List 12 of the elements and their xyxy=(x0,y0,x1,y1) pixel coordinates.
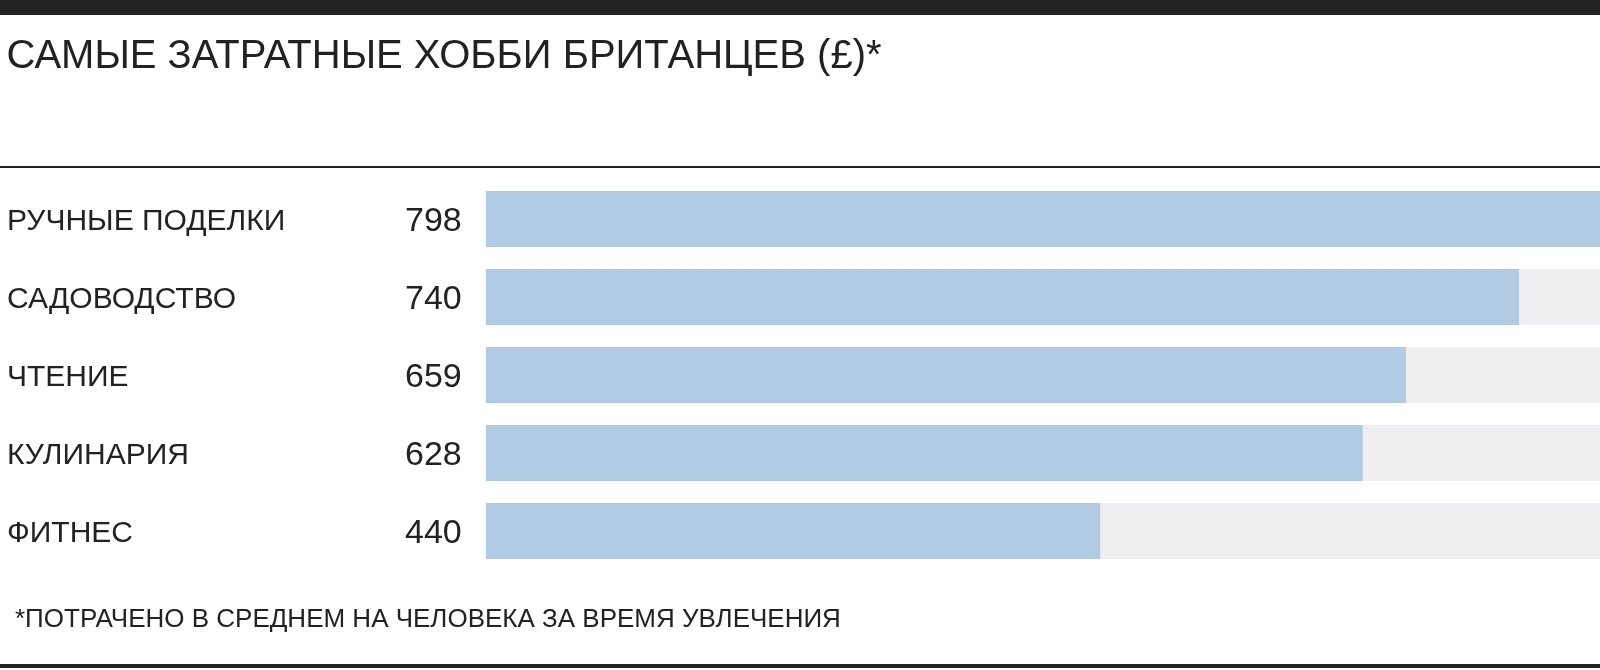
y-tick-label: ФИТНЕС xyxy=(7,515,134,548)
chart-title: САМЫЕ ЗАТРАТНЫЕ ХОББИ БРИТАНЦЕВ (£)* xyxy=(6,32,882,76)
y-tick-label: КУЛИНАРИЯ xyxy=(7,437,190,470)
data-label: 659 xyxy=(405,356,462,394)
y-tick-label: РУЧНЫЕ ПОДЕЛКИ xyxy=(7,203,286,236)
data-label: 440 xyxy=(405,512,462,550)
data-label: 740 xyxy=(405,278,462,316)
y-tick-label: САДОВОДСТВО xyxy=(7,281,237,314)
text: *ПОТРАЧЕНО В СРЕДНЕМ НА ЧЕЛОВЕКА ЗА ВРЕМЯ УВЛЕЧЕНИЯ xyxy=(15,603,841,633)
y-tick-label: ЧТЕНИЕ xyxy=(7,359,129,392)
data-label: 798 xyxy=(405,200,462,238)
data-label: 628 xyxy=(405,434,462,472)
